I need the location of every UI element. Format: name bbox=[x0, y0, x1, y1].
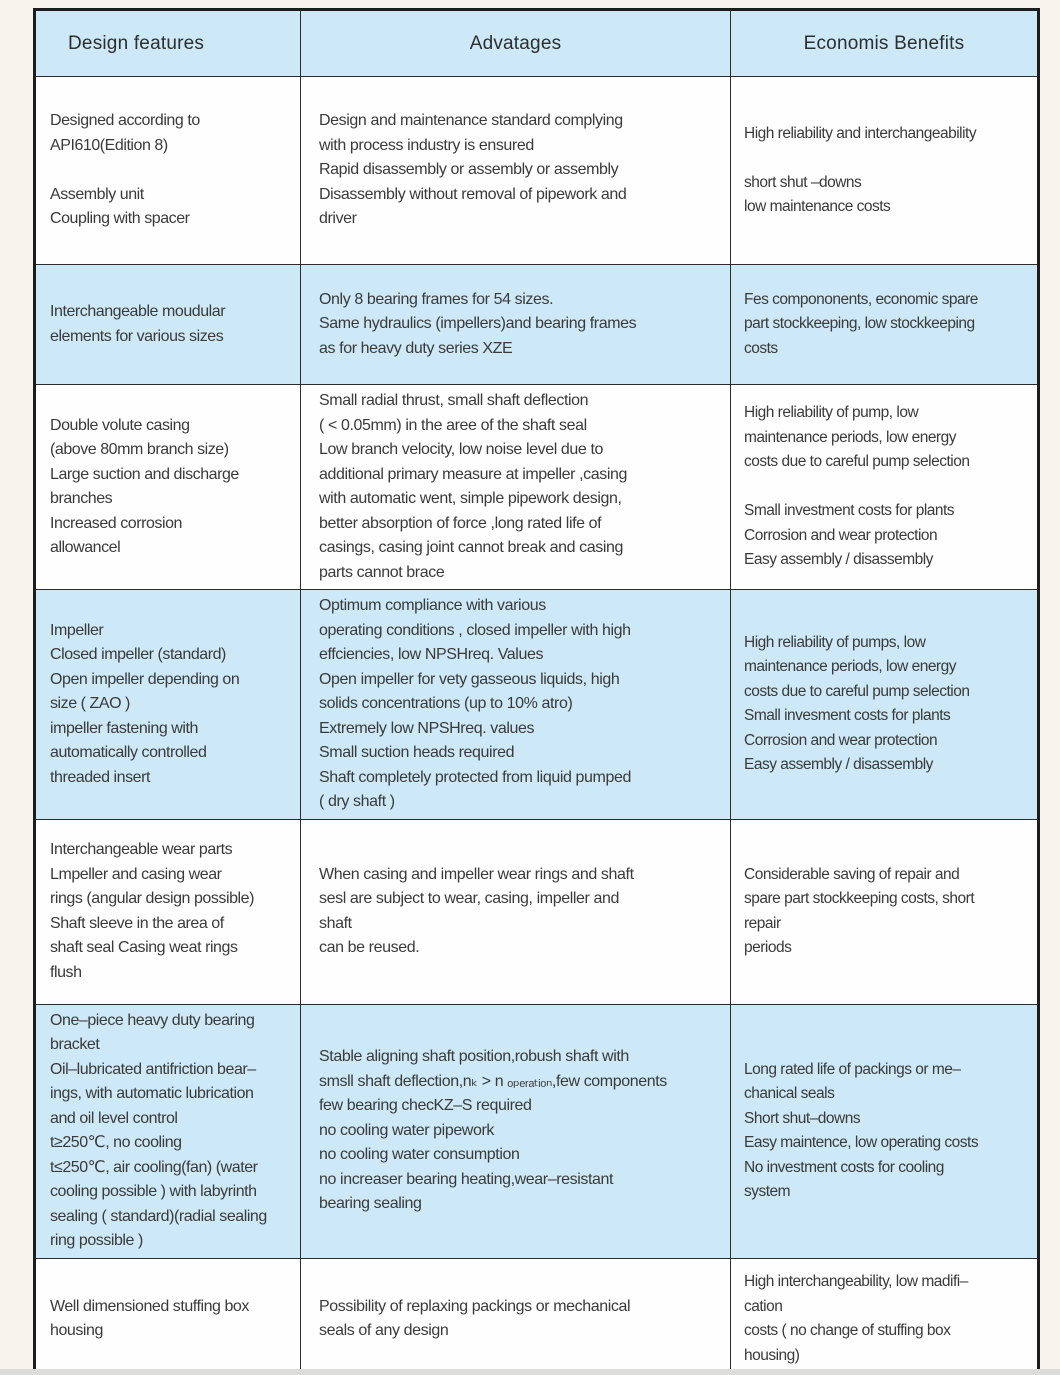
cell-economic-benefits: Long rated life of packings or me– chani… bbox=[744, 1060, 979, 1201]
table-row: Interchangeable moudular elements for va… bbox=[34, 264, 1039, 385]
cell-design-features: One–piece heavy duty bearing bracket Oil… bbox=[50, 1011, 267, 1250]
table-row: Well dimensioned stuffing box housing Po… bbox=[34, 1257, 1039, 1375]
cell-advantages: When casing and impeller wear rings and … bbox=[319, 865, 634, 957]
spec-table: Design features Advatages Economis Benef… bbox=[33, 8, 1040, 1375]
cell-design-features: Interchangeable wear parts Lmpeller and … bbox=[50, 841, 254, 981]
header-advantages: Advatages bbox=[469, 32, 562, 54]
table-row: Interchangeable wear parts Lmpeller and … bbox=[34, 818, 1039, 1005]
table-row: One–piece heavy duty bearing bracket Oil… bbox=[34, 1003, 1039, 1259]
header-design-features: Design features bbox=[68, 32, 205, 54]
cell-advantages: Only 8 bearing frames for 54 sizes. Same… bbox=[319, 290, 637, 357]
table-row: Double volute casing (above 80mm branch … bbox=[34, 384, 1039, 590]
cell-design-features: Impeller Closed impeller (standard) Open… bbox=[50, 621, 240, 786]
cell-economic-benefits: High reliability of pump, low maintenanc… bbox=[744, 404, 970, 569]
cell-advantages: Stable aligning shaft position,robush sh… bbox=[319, 1048, 667, 1213]
cell-advantages: Small radial thrust, small shaft deflect… bbox=[319, 392, 627, 581]
cell-design-features: Interchangeable moudular elements for va… bbox=[50, 303, 226, 345]
cell-economic-benefits: High interchangeability, low madifi– cat… bbox=[744, 1273, 968, 1364]
table-row: Designed according to API610(Edition 8) … bbox=[34, 76, 1039, 265]
cell-economic-benefits: Fes compononents, economic spare part st… bbox=[744, 290, 978, 357]
cell-economic-benefits: High reliability of pumps, low maintenan… bbox=[744, 633, 970, 774]
cell-economic-benefits: Considerable saving of repair and spare … bbox=[744, 865, 975, 957]
cell-design-features: Double volute casing (above 80mm branch … bbox=[50, 416, 239, 557]
table-row: Impeller Closed impeller (standard) Open… bbox=[34, 589, 1039, 820]
cell-advantages: Possibility of replaxing packings or mec… bbox=[319, 1297, 631, 1340]
page-bottom-strip bbox=[0, 1369, 1060, 1375]
table-header-row: Design features Advatages Economis Benef… bbox=[34, 9, 1039, 77]
header-economic-benefits: Economis Benefits bbox=[803, 32, 965, 54]
cell-design-features: Designed according to API610(Edition 8) … bbox=[50, 112, 200, 228]
cell-economic-benefits: High reliability and interchangeability … bbox=[744, 124, 977, 216]
cell-advantages: Optimum compliance with various operatin… bbox=[319, 597, 631, 810]
cell-advantages: Design and maintenance standard complyin… bbox=[319, 112, 627, 228]
cell-design-features: Well dimensioned stuffing box housing bbox=[50, 1297, 249, 1340]
